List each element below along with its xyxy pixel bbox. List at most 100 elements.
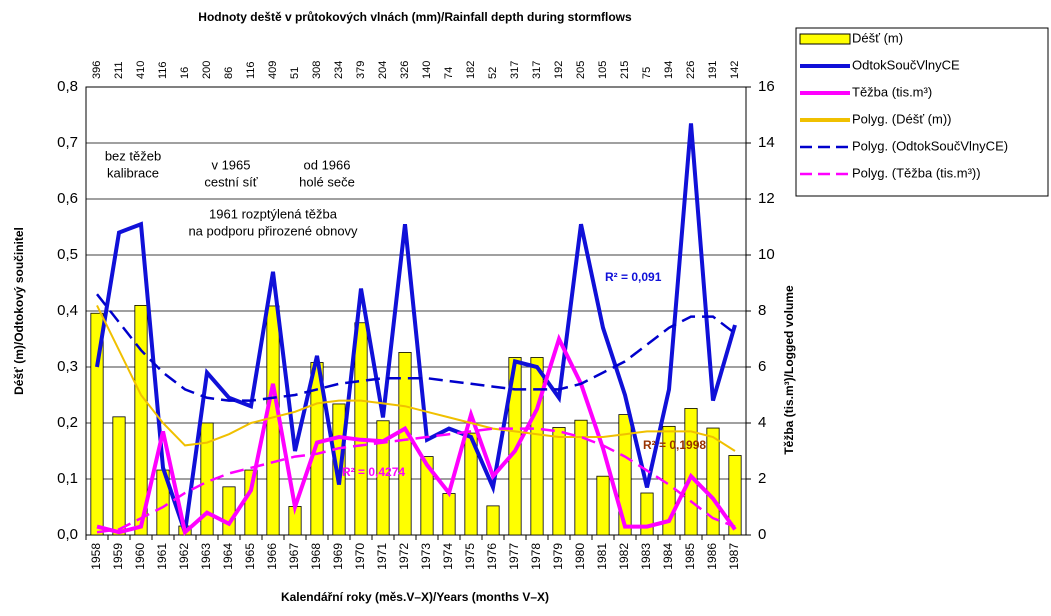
legend-box: [795, 27, 1049, 197]
top-value-label: 105: [597, 61, 609, 79]
top-value-label: 75: [641, 67, 653, 79]
x-tick-label: 1986: [705, 543, 719, 570]
bar: [618, 414, 632, 536]
y-tick-label: 0,8: [57, 78, 78, 95]
r2-label: R² = 0,091: [605, 270, 662, 284]
r2-label: R² = 0,4274: [342, 465, 405, 479]
top-value-label: 205: [575, 61, 587, 79]
top-value-label: 116: [157, 61, 169, 79]
x-tick-label: 1981: [595, 543, 609, 570]
annotation: holé seče: [299, 174, 355, 189]
top-value-label: 226: [685, 61, 697, 79]
top-value-label: 116: [245, 61, 257, 79]
legend-label: Déšť (m): [852, 30, 903, 45]
bar: [134, 304, 148, 536]
bar: [90, 312, 104, 536]
top-value-label: 211: [113, 61, 125, 79]
top-value-label: 317: [531, 61, 543, 79]
bar: [112, 416, 126, 536]
y-axis-label: Déšť (m)/Odtokový součinitel: [12, 227, 26, 395]
y-tick-label: 0,1: [57, 470, 78, 487]
line: [95, 123, 737, 533]
legend-label: Těžba (tis.m³): [852, 84, 932, 99]
y-tick-label: 0,7: [57, 134, 78, 151]
top-value-label: 200: [201, 61, 213, 79]
bar: [728, 455, 742, 536]
x-tick-label: 1968: [309, 543, 323, 570]
top-value-label: 396: [91, 61, 103, 79]
x-tick-label: 1966: [265, 543, 279, 570]
bar: [530, 357, 544, 536]
annotation: od 1966: [304, 157, 351, 172]
y-tick-label: 0,5: [57, 246, 78, 263]
bar: [354, 322, 368, 536]
x-tick-label: 1959: [111, 543, 125, 570]
x-tick-label: 1965: [243, 543, 257, 570]
top-value-label: 52: [487, 67, 499, 79]
x-tick-label: 1985: [683, 543, 697, 570]
x-tick-label: 1967: [287, 543, 301, 570]
legend-swatch: [799, 33, 851, 45]
x-tick-label: 1987: [727, 543, 741, 570]
legend-label: Polyg. (Těžba (tis.m³)): [852, 165, 981, 180]
bar: [266, 305, 280, 536]
top-value-label: 234: [333, 61, 345, 79]
bar: [376, 420, 390, 536]
y2-tick-label: 16: [758, 78, 775, 95]
r2-label: R² = 0,1998: [643, 438, 706, 452]
top-value-label: 409: [267, 61, 279, 79]
bar: [442, 493, 456, 536]
y2-tick-label: 4: [758, 414, 766, 431]
bar: [420, 456, 434, 536]
y2-tick-label: 8: [758, 302, 766, 319]
annotation: v 1965: [211, 157, 250, 172]
annotation: bez těžeb: [105, 148, 161, 163]
trend-line: [96, 427, 736, 534]
top-value-label: 326: [399, 61, 411, 79]
y2-tick-label: 12: [758, 190, 775, 207]
chart-title: Hodnoty deště v průtokových vlnách (mm)/…: [198, 10, 632, 24]
x-tick-label: 1975: [463, 543, 477, 570]
x-tick-label: 1978: [529, 543, 543, 570]
top-value-label: 191: [707, 61, 719, 79]
x-tick-label: 1984: [661, 543, 675, 570]
x-tick-label: 1979: [551, 543, 565, 570]
x-tick-label: 1983: [639, 543, 653, 570]
line: [96, 333, 737, 536]
top-value-label: 182: [465, 61, 477, 79]
x-tick-label: 1971: [375, 543, 389, 570]
y-tick-label: 0,0: [57, 526, 78, 543]
bar: [640, 492, 654, 536]
annotation: na podporu přirozené obnovy: [188, 223, 358, 238]
top-value-label: 410: [135, 61, 147, 79]
top-value-label: 192: [553, 61, 565, 79]
annotation: cestní síť: [204, 174, 257, 189]
top-value-label: 140: [421, 61, 433, 79]
y2-axis-label: Těžba (tis.m³)/Logged volume: [782, 285, 796, 455]
bar: [398, 352, 412, 536]
bar: [508, 357, 522, 536]
bar: [552, 427, 566, 536]
top-value-label: 317: [509, 61, 521, 79]
y-tick-label: 0,6: [57, 190, 78, 207]
top-value-label: 16: [179, 67, 191, 79]
top-value-label: 308: [311, 61, 323, 79]
x-tick-label: 1980: [573, 543, 587, 570]
x-tick-label: 1970: [353, 543, 367, 570]
x-tick-label: 1969: [331, 543, 345, 570]
x-tick-label: 1962: [177, 543, 191, 570]
annotation: kalibrace: [107, 165, 159, 180]
trend-line: [96, 293, 736, 402]
bar: [684, 408, 698, 536]
x-tick-label: 1961: [155, 543, 169, 570]
x-tick-label: 1958: [89, 543, 103, 570]
top-value-label: 194: [663, 61, 675, 79]
legend-label: OdtokSoučVlnyCE: [852, 57, 960, 72]
y-tick-label: 0,2: [57, 414, 78, 431]
y2-tick-label: 0: [758, 526, 766, 543]
x-tick-label: 1973: [419, 543, 433, 570]
y2-tick-label: 2: [758, 470, 766, 487]
x-tick-label: 1964: [221, 543, 235, 570]
x-tick-label: 1972: [397, 543, 411, 570]
